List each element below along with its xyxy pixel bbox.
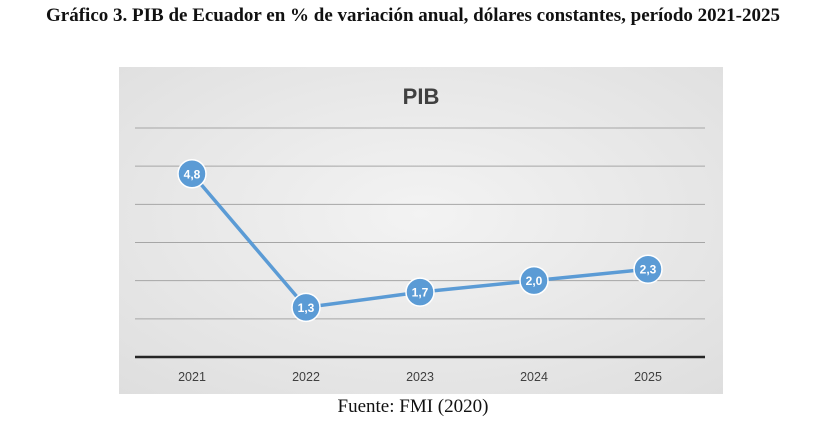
data-label: 2,0 [526, 274, 543, 288]
x-tick-label: 2025 [634, 370, 662, 384]
data-label: 1,3 [298, 301, 315, 315]
x-tick-label: 2023 [406, 370, 434, 384]
data-label: 4,8 [184, 167, 201, 181]
line-chart: PIB 2021 2022 2023 2024 2025 4,8 1,3 1,7 2,0 2,3 [119, 67, 723, 394]
data-point [519, 265, 549, 296]
chart-title: PIB [403, 84, 440, 109]
chart-background [119, 67, 723, 394]
data-label: 1,7 [412, 286, 429, 300]
data-point [291, 292, 321, 323]
figure-caption: Gráfico 3. PIB de Ecuador en % de variac… [46, 5, 780, 26]
x-tick-label: 2021 [178, 370, 206, 384]
data-point [633, 254, 663, 284]
x-tick-label: 2024 [520, 370, 548, 384]
data-point [405, 277, 435, 307]
data-label: 2,3 [640, 263, 657, 277]
chart-area: PIB 2021 2022 2023 2024 2025 4,8 1,3 1,7 2,0 2,3 [119, 67, 723, 394]
figure-source: Fuente: FMI (2020) [337, 396, 489, 417]
data-point [177, 159, 207, 189]
x-tick-label: 2022 [292, 370, 320, 384]
